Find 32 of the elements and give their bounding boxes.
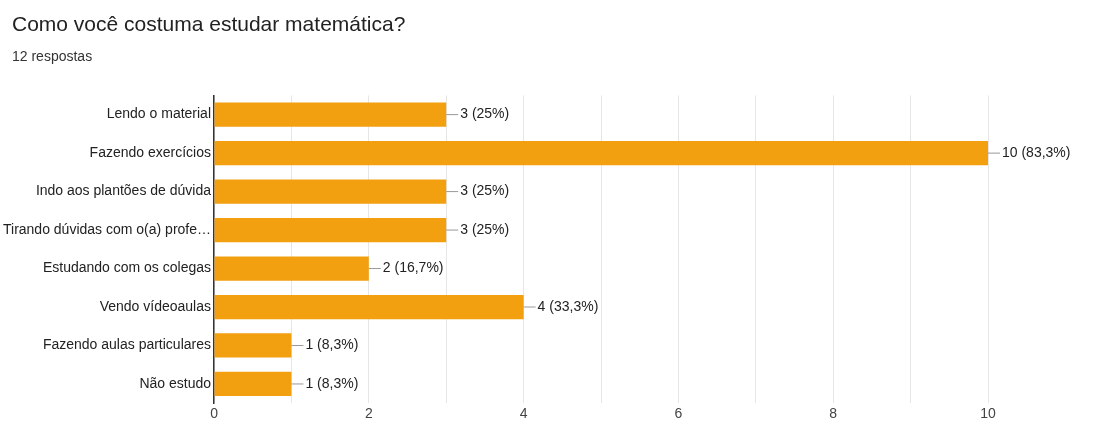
text: 12 respostas [12,48,93,64]
bar [214,371,292,397]
x-tick-label: 2 [364,405,373,422]
y-tick-label: Tirando dúvidas com o(a) profe… [2,220,212,237]
y-tick-label: Fazendo aulas particulares [42,336,212,353]
y-tick-label: Indo aos plantões de dúvida [35,182,212,199]
x-tick-label: 0 [210,405,219,422]
data-label: 1 (8,3%) [305,374,359,391]
bar [214,179,447,204]
data-label: 2 (16,7%) [382,259,444,276]
bar [214,294,524,320]
data-label: 4 (33,3%) [537,297,599,314]
y-tick-label: Fazendo exercícios [89,143,212,160]
x-tick-label: 10 [980,405,996,422]
data-label: 1 (8,3%) [305,336,359,353]
x-tick-label: 6 [674,405,683,422]
data-label: 3 (25%) [460,105,510,122]
bar [214,256,369,281]
chart-title: Como você costuma estudar matemática? [12,12,406,36]
bar [214,140,988,166]
data-label: 3 (25%) [460,182,510,199]
data-label: 3 (25%) [460,220,510,237]
bar [214,217,447,243]
y-tick-label: Vendo vídeoaulas [99,297,212,314]
y-tick-label: Estudando com os colegas [42,259,212,276]
data-label: 10 (83,3%) [1002,143,1071,160]
x-tick-label: 4 [519,405,528,422]
y-tick-label: Não estudo [139,374,212,391]
bar [214,333,292,358]
bar [214,102,447,127]
x-tick-label: 8 [829,405,838,422]
y-tick-label: Lendo o material [106,105,212,122]
